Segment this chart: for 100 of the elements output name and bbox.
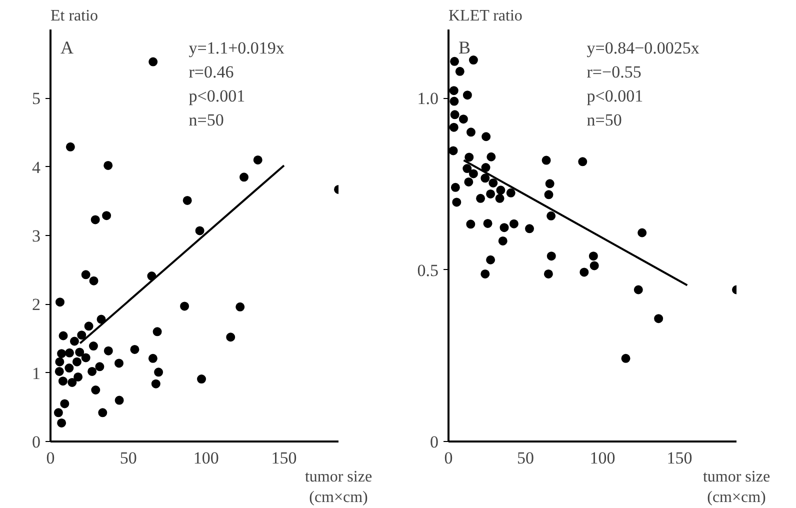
point [476,194,486,203]
point [104,346,113,356]
point [525,224,534,234]
y-axis-title: KLET ratio [448,8,522,24]
point [152,327,162,336]
y-axis-title: Et ratio [50,8,98,24]
point [180,302,190,311]
annotation: y=1.1+0.019x [188,38,285,58]
point [458,114,468,124]
point [57,349,66,358]
point [55,357,64,366]
point [448,146,458,156]
point [60,399,70,408]
y-tick-label: 5 [32,89,40,108]
point [89,276,98,286]
y-tick-label: 1 [32,364,40,383]
point [506,188,516,198]
x-axis-title: tumor size (cm×cm) [304,468,372,506]
annotation: A [60,38,74,58]
point [88,342,98,351]
point [130,344,140,354]
point [57,418,66,428]
x-tick-label: 50 [120,448,137,468]
point [114,396,124,405]
point [500,223,509,232]
point [546,211,556,220]
point [90,215,100,224]
point [496,186,506,195]
point [544,269,553,278]
point [81,270,90,280]
point [236,302,245,312]
x-tick-label: 100 [590,448,616,468]
point [462,90,472,100]
point [58,376,68,386]
point [148,354,158,363]
point [452,198,462,207]
y-tick-label: 0 [430,432,438,452]
point [450,182,460,192]
annotation: p<0.001 [586,86,644,106]
point [64,364,74,373]
point [483,218,492,228]
point [580,268,589,277]
annotation: r=−0.55 [586,62,642,82]
point [58,331,68,340]
point [54,366,64,376]
point [450,110,460,120]
annotation: y=0.84−0.0025x [586,38,700,58]
point [240,172,249,182]
point [545,179,554,188]
point [197,374,206,384]
point [449,86,458,96]
x-axis-title: tumor size (cm×cm) [702,468,770,506]
point [55,298,64,307]
point [114,358,124,368]
point [486,255,496,264]
x-tick-label: 150 [666,448,692,468]
annotation: n=50 [188,110,224,130]
x-tick-label: 50 [517,448,534,468]
x-tick-label: 0 [46,448,55,468]
y-tick-label: 1.0 [417,89,438,108]
point [638,228,647,238]
point [542,156,551,165]
point [468,56,478,65]
point [74,372,83,382]
point [480,174,490,183]
point [253,155,262,164]
point [464,152,474,162]
point [75,348,84,357]
point [68,378,77,387]
point [450,56,460,66]
y-tick-label: 4 [32,158,41,177]
point [578,157,588,166]
x-tick-label: 0 [444,448,453,468]
point [481,163,490,172]
point [654,314,664,324]
annotation: n=50 [586,110,622,130]
point [480,269,490,278]
point [621,354,630,363]
point [450,96,459,106]
point [482,132,491,142]
y-tick-label: 2 [32,295,40,314]
point [84,322,94,331]
point [91,386,100,394]
point [509,219,518,228]
x-tick-label: 150 [271,448,297,468]
point [588,252,598,261]
point [102,211,112,220]
point [182,196,192,205]
annotation: r=0.46 [188,62,234,82]
point [66,142,75,152]
point [634,285,643,294]
point [495,194,504,203]
point [468,169,478,178]
point [488,178,498,188]
point [486,189,496,198]
point [449,122,458,132]
point [104,160,113,170]
point [498,236,508,246]
point [154,368,164,377]
point [226,332,236,342]
